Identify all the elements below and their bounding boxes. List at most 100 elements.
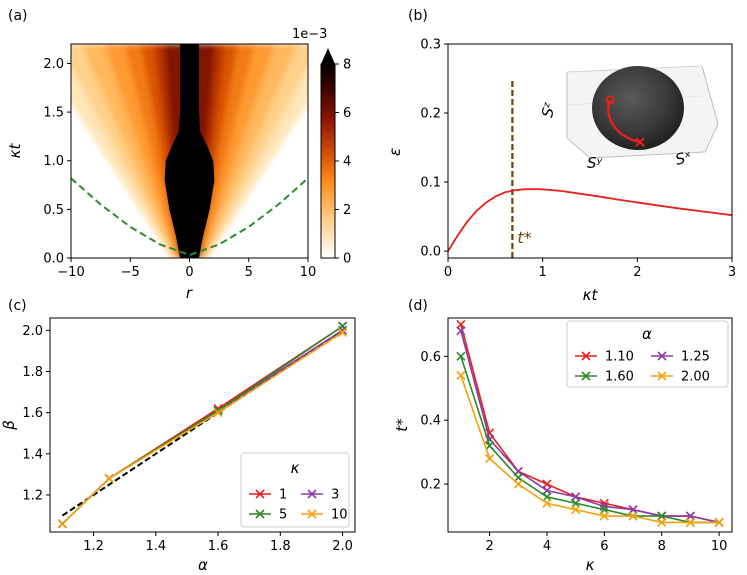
x-tick-label: 3 — [728, 265, 736, 280]
heatmap-area — [71, 44, 308, 258]
x-tick-label: −10 — [57, 265, 84, 280]
x-tick-label: 1.6 — [208, 539, 229, 554]
x-tick-label: 1.4 — [145, 539, 166, 554]
data-point — [599, 511, 609, 521]
data-point — [213, 406, 223, 416]
y-tick-label: 0.6 — [420, 350, 441, 365]
y-tick-label: 1.6 — [22, 406, 43, 421]
legend-label: 5 — [279, 508, 287, 523]
series-line — [460, 356, 720, 524]
data-point — [57, 519, 68, 529]
y-tick-label: 0.4 — [420, 414, 441, 429]
x-tick-label: 10 — [711, 539, 728, 554]
inset-axis-label-x: Sˣ — [673, 147, 694, 169]
panel-d-label: (d) — [408, 298, 428, 314]
data-point — [456, 370, 466, 381]
legend-marker — [307, 509, 317, 519]
panel-d-frame — [447, 317, 733, 533]
y-tick-label: 1.4 — [22, 447, 43, 462]
inset-axis-label-z: Sᶻ — [538, 101, 558, 119]
data-point — [685, 517, 695, 527]
x-tick-label: 2 — [485, 539, 493, 554]
panel-c-legend: κ 1 3 5 10 — [240, 452, 350, 528]
y-tick-label: 0.1 — [420, 176, 441, 191]
legend-entry: 1.25 — [651, 350, 710, 365]
colorbar-tick-label: 8 — [343, 58, 351, 73]
colorbar-scale-label: 1e−3 — [292, 27, 327, 42]
panel-b-label: (b) — [408, 8, 428, 24]
y-tick-label: 0.3 — [420, 38, 441, 53]
legend-marker — [657, 351, 667, 361]
panel-d-legend-title: α — [642, 325, 652, 343]
data-point — [485, 453, 495, 464]
colorbar-tick-label: 6 — [343, 106, 351, 121]
series-line — [460, 375, 720, 524]
panel-c-line-chart: (c) 1.2 1.4 1.6 1.8 2.0 1.21.41.61.82.0 α β … — [0, 298, 356, 574]
colorbar-extend-triangle — [321, 48, 335, 64]
panel-a-heatmap: (a) −10 −5 0 5 10 0.0 0.5 1.0 1.5 2.0 r κt 1e−3 … — [6, 8, 351, 302]
y-tick-label: 2.0 — [22, 324, 43, 339]
y-tick-label: 0.0 — [420, 245, 441, 260]
inset-axis-label-y: Sʸ — [587, 154, 603, 172]
panel-d-line-chart: (d) 2 4 6 8 10 0.2 0.4 0.6 κ t* α 1.10 1.25 1.60… — [393, 298, 733, 574]
panel-a-xlabel: r — [186, 284, 193, 302]
panel-b-ylabel: ε — [386, 148, 404, 156]
panel-a-label: (a) — [8, 8, 28, 24]
panel-a-ylabel: κt — [6, 143, 24, 159]
data-point — [337, 327, 348, 337]
y-tick-label: 2.0 — [43, 57, 64, 72]
x-tick-label: −5 — [121, 265, 140, 280]
bloch-sphere-inset: Sᶻ Sʸ Sˣ — [538, 65, 719, 172]
x-tick-label: 0 — [444, 265, 452, 280]
panel-d-ylabel: t* — [393, 418, 411, 432]
legend-label: 1.25 — [681, 350, 710, 365]
data-point — [571, 505, 581, 515]
legend-label: 1.10 — [605, 350, 634, 365]
legend-label: 1 — [279, 488, 287, 503]
colorbar-tick-label: 2 — [343, 203, 351, 218]
x-tick-label: 2 — [633, 265, 641, 280]
legend-label: 2.00 — [681, 370, 710, 385]
x-tick-label: 2.0 — [332, 539, 353, 554]
legend-entry: 1 — [249, 488, 287, 503]
colorbar-tick-label: 4 — [343, 155, 351, 170]
legend-marker — [307, 489, 317, 499]
legend-entry: 1.60 — [575, 370, 634, 385]
y-tick-label: 1.2 — [22, 488, 43, 503]
data-point — [513, 479, 523, 489]
x-tick-label: 1 — [539, 265, 547, 280]
legend-entry: 1.10 — [575, 350, 634, 365]
y-tick-label: 0.0 — [43, 252, 64, 267]
x-tick-label: 8 — [658, 539, 666, 554]
x-tick-label: 1.8 — [270, 539, 291, 554]
legend-entry: 3 — [301, 488, 339, 503]
x-tick-label: 5 — [245, 265, 253, 280]
legend-entry: 5 — [249, 508, 287, 523]
light-cone-line — [71, 177, 308, 257]
series-line — [460, 330, 720, 524]
panel-c-legend-title: κ — [291, 459, 300, 477]
data-point — [657, 517, 667, 527]
series-alpha-2.00 — [456, 370, 724, 527]
legend-marker — [581, 351, 591, 361]
dark-column — [180, 44, 199, 258]
y-tick-label: 1.8 — [22, 365, 43, 380]
legend-entry: 10 — [301, 508, 348, 523]
x-tick-label: 1.2 — [83, 539, 104, 554]
legend-marker — [657, 371, 667, 381]
x-tick-label: 4 — [543, 539, 551, 554]
t-star-annotation: t* — [517, 228, 531, 247]
panel-c-ylabel: β — [0, 420, 18, 431]
series-line — [61, 331, 343, 525]
y-tick-label: 1.0 — [43, 154, 64, 169]
x-tick-label: 0 — [185, 265, 193, 280]
legend-marker — [255, 489, 265, 499]
y-tick-label: 0.5 — [43, 203, 64, 218]
panel-c-frame — [49, 317, 356, 533]
panel-d-xlabel: κ — [586, 556, 595, 574]
panel-c-xlabel: α — [198, 556, 208, 574]
epsilon-curve — [448, 188, 732, 252]
legend-marker — [581, 371, 591, 381]
panel-b-xlabel: κt — [583, 286, 599, 304]
